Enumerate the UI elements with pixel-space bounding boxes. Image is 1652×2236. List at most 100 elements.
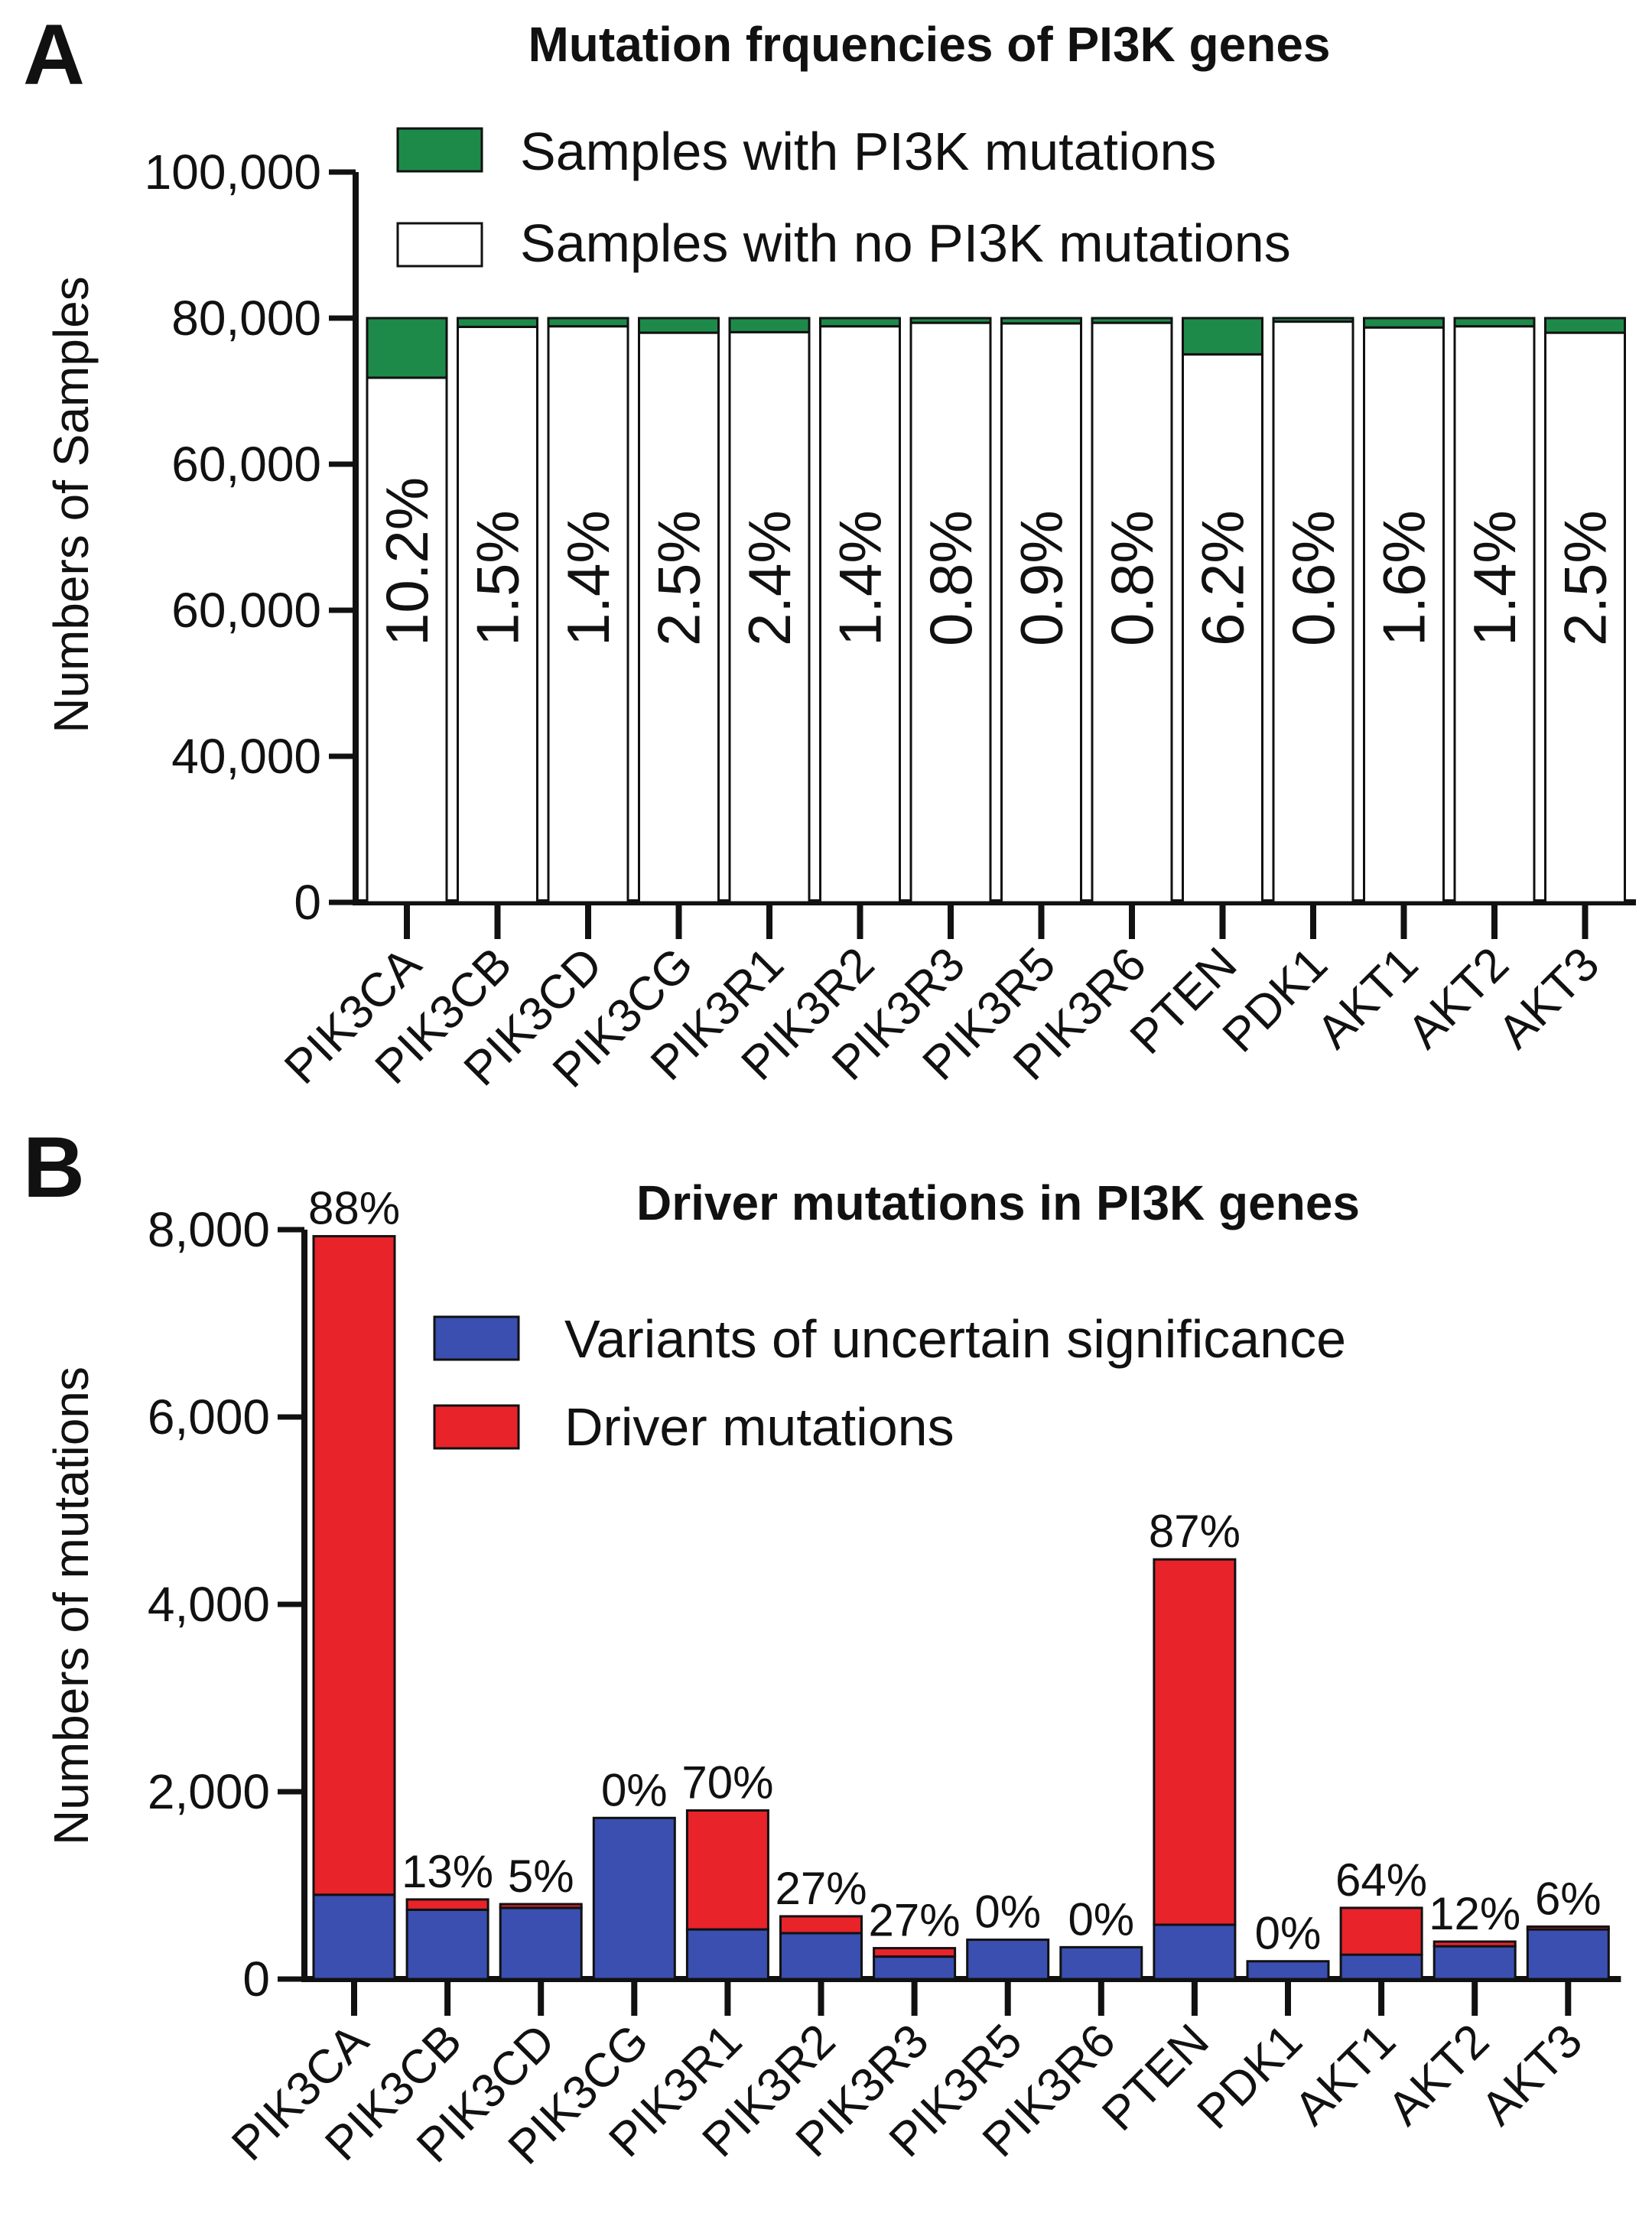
bar-percent-label: 5% — [508, 1851, 574, 1902]
bar-mutated — [1363, 317, 1445, 329]
legend-swatch-mutated — [396, 127, 483, 173]
bar-mutated — [366, 317, 448, 379]
bar-not-mutated — [728, 330, 811, 904]
bar-not-mutated — [366, 376, 448, 904]
bar-driver — [779, 1915, 863, 1935]
bar-vus — [405, 1908, 489, 1981]
bar-driver — [873, 1947, 957, 1958]
bar-percent-label: 70% — [681, 1757, 773, 1809]
bar-percent-label: 27% — [775, 1863, 867, 1914]
panel-a-chart: 040,00060,00060,00080,000100,00010.2%PIK… — [145, 145, 1636, 1098]
bar-percent-label: 0% — [1068, 1893, 1134, 1945]
bar-mutated — [909, 317, 992, 324]
bar-percent-label: 1.4% — [827, 510, 894, 646]
bar-percent-label: 2.4% — [736, 510, 803, 646]
panel-a-title: Mutation frquencies of PI3K genes — [528, 17, 1330, 72]
legend-swatch-driver — [433, 1404, 520, 1450]
bar-driver — [1153, 1558, 1237, 1926]
y-tick-label: 6,000 — [148, 1389, 270, 1445]
panel-b-title: Driver mutations in PI3K genes — [636, 1175, 1360, 1230]
bar-mutated — [728, 317, 811, 333]
bar-percent-label: 0% — [974, 1887, 1041, 1938]
bar-percent-label: 0.8% — [917, 510, 984, 646]
y-tick-label: 40,000 — [171, 729, 321, 784]
legend-label-vus: Variants of uncertain significance — [564, 1309, 1346, 1369]
panel-a-letter: A — [23, 7, 85, 102]
bar-mutated — [1000, 317, 1082, 325]
bar-percent-label: 1.4% — [554, 510, 622, 646]
y-tick-label: 100,000 — [145, 145, 321, 200]
bar-percent-label: 6.2% — [1189, 510, 1257, 646]
bar-mutated — [1544, 317, 1626, 334]
y-tick-label: 80,000 — [171, 291, 321, 346]
bar-mutated — [1091, 317, 1173, 324]
x-category-label: PTEN — [1120, 938, 1247, 1064]
y-tick-label: 0 — [242, 1952, 270, 2007]
y-tick-label: 60,000 — [171, 583, 321, 638]
panel-a-y-axis-label: Numbers of Samples — [44, 276, 99, 733]
bar-driver — [1526, 1925, 1610, 1931]
bar-vus — [1246, 1960, 1330, 1981]
bar-driver — [405, 1898, 489, 1911]
bar-driver — [312, 1235, 396, 1896]
bar-mutated — [1272, 317, 1354, 323]
bar-mutated — [638, 317, 720, 334]
bar-not-mutated — [1272, 320, 1354, 904]
bar-vus — [1059, 1945, 1143, 1981]
bar-vus — [685, 1928, 769, 1981]
bar-not-mutated — [819, 325, 901, 904]
bar-percent-label: 88% — [308, 1183, 400, 1234]
bar-percent-label: 2.5% — [1552, 510, 1619, 646]
bar-percent-label: 0.8% — [1098, 510, 1166, 646]
bar-not-mutated — [638, 331, 720, 904]
bar-percent-label: 1.6% — [1371, 510, 1438, 646]
bar-percent-label: 1.4% — [1461, 510, 1528, 646]
bar-percent-label: 2.5% — [646, 510, 713, 646]
bar-percent-label: 6% — [1535, 1873, 1602, 1924]
x-category-label: AKT3 — [1488, 938, 1609, 1058]
bar-vus — [1432, 1945, 1517, 1981]
bar-not-mutated — [1091, 321, 1173, 904]
bar-vus — [873, 1955, 957, 1981]
bar-percent-label: 0.9% — [1008, 510, 1075, 646]
y-tick-label: 2,000 — [148, 1764, 270, 1819]
bar-percent-label: 10.2% — [373, 477, 441, 646]
panel-b-legend: Variants of uncertain significance Drive… — [433, 1309, 1346, 1457]
bar-driver — [499, 1903, 583, 1909]
bar-mutated — [1453, 317, 1536, 328]
bar-mutated — [547, 317, 629, 328]
panel-b-y-axis-label: Numbers of mutations — [44, 1367, 99, 1845]
bar-vus — [1526, 1928, 1610, 1981]
bar-mutated — [457, 317, 538, 328]
bar-mutated — [1182, 317, 1263, 356]
panel-a-legend: Samples with PI3K mutations Samples with… — [396, 122, 1291, 273]
bar-percent-label: 0% — [1255, 1908, 1322, 1959]
bar-percent-label: 13% — [402, 1846, 493, 1897]
bar-mutated — [819, 317, 901, 328]
bar-driver — [685, 1809, 769, 1931]
bar-vus — [1153, 1923, 1237, 1981]
y-tick-label: 60,000 — [171, 437, 321, 492]
bar-vus — [1339, 1953, 1423, 1981]
x-category-label: AKT1 — [1285, 2014, 1406, 2135]
bar-percent-label: 0.6% — [1280, 510, 1347, 646]
x-category-label: AKT2 — [1397, 938, 1518, 1058]
x-category-label: PDK1 — [1213, 938, 1338, 1062]
bar-vus — [966, 1939, 1050, 1981]
legend-label-driver: Driver mutations — [564, 1397, 954, 1457]
bar-percent-label: 1.5% — [464, 510, 532, 646]
x-category-label: PDK1 — [1188, 2014, 1312, 2139]
y-tick-label: 8,000 — [148, 1202, 270, 1257]
y-tick-label: 0 — [294, 875, 321, 930]
bar-vus — [779, 1932, 863, 1981]
bar-percent-label: 12% — [1429, 1888, 1520, 1939]
y-tick-label: 4,000 — [148, 1577, 270, 1632]
x-category-label: AKT2 — [1378, 2014, 1499, 2135]
x-category-label: AKT3 — [1472, 2014, 1592, 2135]
bar-percent-label: 27% — [869, 1895, 961, 1946]
bar-driver — [1339, 1906, 1423, 1956]
bar-percent-label: 64% — [1335, 1854, 1427, 1906]
x-category-label: PTEN — [1092, 2014, 1219, 2141]
bar-vus — [592, 1816, 676, 1981]
